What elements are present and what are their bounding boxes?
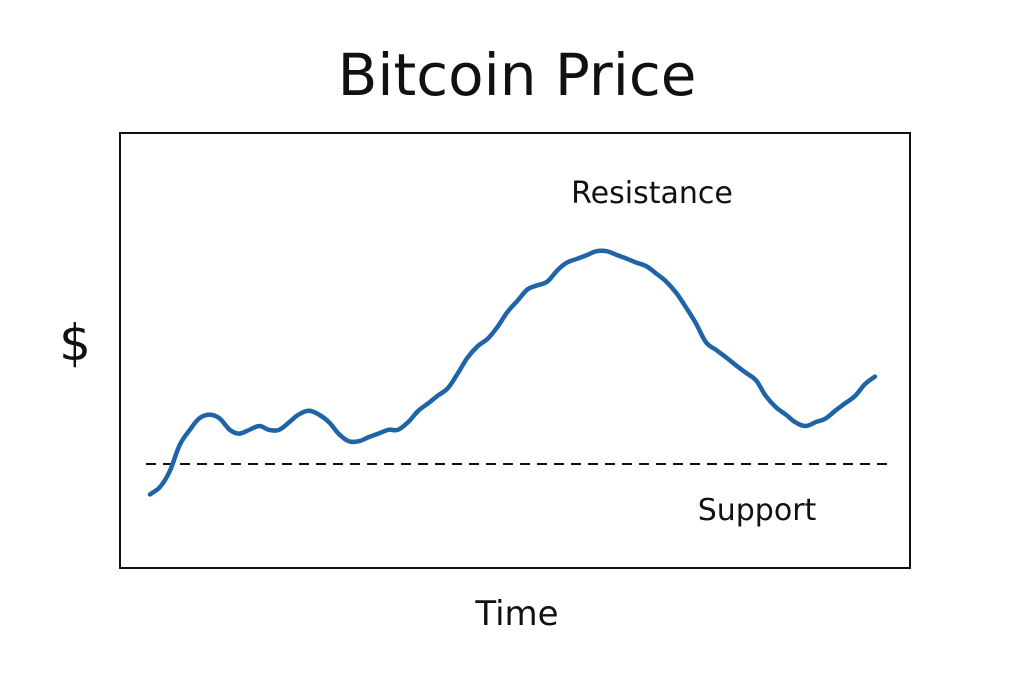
plot-frame — [119, 132, 911, 569]
chart-title: Bitcoin Price — [338, 41, 697, 109]
x-axis-label: Time — [474, 594, 558, 634]
price-series-line — [147, 248, 878, 497]
y-axis-label: $ — [59, 314, 91, 372]
annotations: Resistance Support — [571, 176, 816, 528]
resistance-label: Resistance — [571, 176, 733, 211]
support-label: Support — [698, 493, 817, 528]
